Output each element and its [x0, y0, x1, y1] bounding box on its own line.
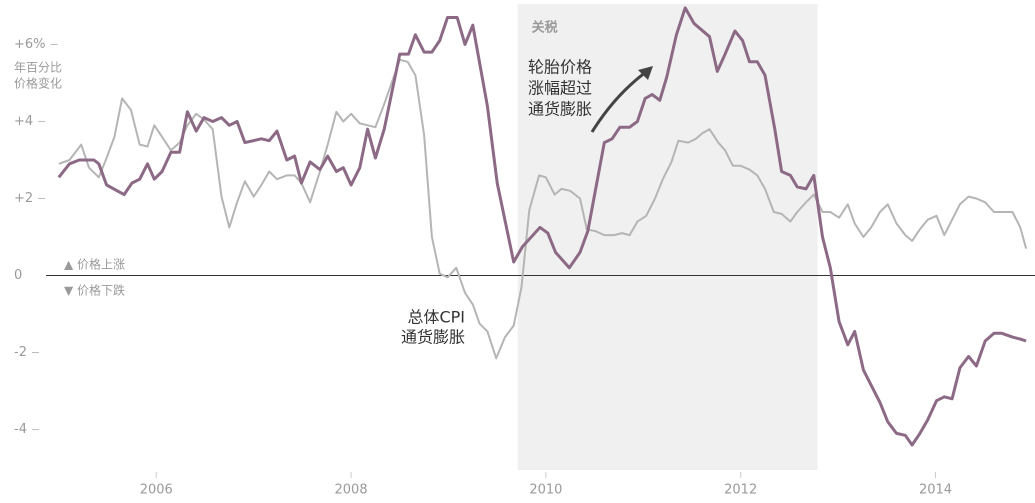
- tariff-label: 关税: [532, 20, 558, 36]
- unit-note: 价格变化: [14, 76, 62, 91]
- series-line: [58, 58, 1028, 360]
- series-label: 总体CPI: [407, 308, 465, 327]
- series-line: [57, 6, 1027, 447]
- x-tick-label: 2006: [140, 483, 173, 498]
- x-tick-label: 2014: [919, 483, 952, 498]
- unit-note: 年百分比: [14, 61, 62, 75]
- arrow-head: [638, 66, 653, 80]
- annotation: ▼ 价格下跌: [64, 283, 125, 298]
- x-tick-label: 2012: [724, 483, 757, 498]
- y-tick-label: 0: [14, 268, 22, 283]
- y-tick-label: -4: [14, 422, 27, 437]
- y-tick-label: +4: [14, 114, 33, 129]
- series-label: 通货膨胀: [401, 328, 465, 347]
- annotation: ▲ 价格上涨: [64, 257, 125, 272]
- y-tick-label: -2: [14, 345, 27, 360]
- x-tick-label: 2008: [335, 483, 368, 498]
- y-tick-label: +6%: [14, 37, 46, 52]
- arrow: [590, 70, 647, 133]
- series-label: 通货膨胀: [528, 100, 592, 119]
- series-label: 轮胎价格: [528, 58, 592, 77]
- x-tick-label: 2010: [529, 483, 562, 498]
- y-tick-label: +2: [14, 191, 33, 206]
- series-label: 涨幅超过: [528, 79, 592, 98]
